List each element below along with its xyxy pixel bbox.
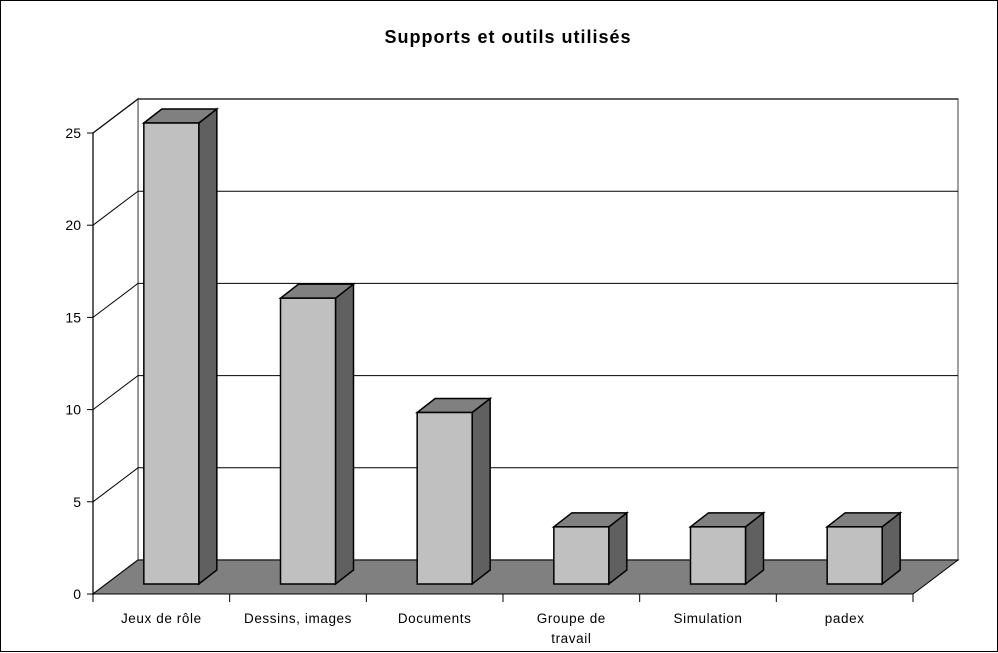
bar-front: [553, 526, 610, 585]
chart-axes: [87, 132, 914, 602]
bar: [551, 511, 630, 586]
gridline: [92, 98, 958, 134]
bar-front: [279, 297, 337, 585]
back-wall: [137, 98, 959, 561]
x-category-label: Documents: [398, 611, 472, 626]
x-category-label: Dessins, images: [244, 611, 352, 626]
chart-bars: [141, 107, 903, 586]
bar-front: [416, 411, 473, 585]
bar: [414, 396, 493, 586]
y-axis-tick-labels: 0 5 10 15 20 25: [65, 125, 81, 602]
gridline: [92, 467, 958, 503]
bar-front: [826, 526, 883, 585]
bar: [278, 282, 356, 586]
bar-front: [689, 526, 747, 585]
y-tick-label: 20: [65, 217, 81, 233]
bar: [824, 511, 903, 586]
bar-side: [198, 107, 218, 586]
y-tick-label: 5: [73, 494, 81, 510]
gridline: [92, 190, 958, 226]
chart-gridlines: [92, 98, 958, 503]
bar-side: [471, 396, 491, 586]
bar: [688, 511, 766, 586]
gridline: [92, 375, 958, 410]
bar-front: [143, 122, 200, 585]
y-tick-label: 15: [65, 309, 81, 325]
bar-side: [334, 282, 355, 586]
y-tick-label: 25: [65, 125, 81, 141]
x-category-label: Groupe de: [537, 611, 606, 626]
bar: [141, 107, 220, 586]
x-category-label: travail: [551, 631, 591, 646]
chart-walls: [92, 97, 959, 596]
y-tick-label: 10: [65, 402, 81, 418]
x-category-label: Jeux de rôle: [121, 611, 202, 626]
x-axis-category-labels: Jeux de rôle Dessins, images Documents Grou…: [121, 611, 865, 646]
chart-title: Supports et outils utilisés: [384, 27, 631, 47]
gridline: [92, 282, 958, 318]
x-category-label: Simulation: [673, 611, 742, 626]
y-tick-label: 0: [73, 586, 81, 602]
x-category-label: padex: [825, 611, 865, 626]
side-wall: [92, 97, 139, 596]
